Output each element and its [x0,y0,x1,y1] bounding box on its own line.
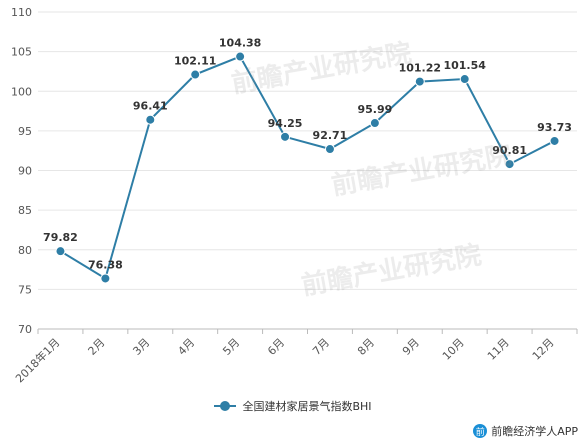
data-point [459,74,470,85]
x-tick-label: 3月 [130,336,152,358]
y-tick-label: 85 [18,204,32,217]
y-tick-label: 70 [18,323,32,336]
data-label: 101.54 [443,59,486,72]
data-label: 79.82 [43,231,78,244]
data-label: 101.22 [399,62,441,75]
series-line [59,55,555,280]
data-label: 94.25 [268,117,303,130]
app-logo-icon: 前 [473,424,488,438]
attribution: 前 前瞻经济学人APP [473,423,578,439]
data-point [414,76,425,87]
legend-label: 全国建材家居景气指数BHI [242,400,372,413]
x-tick-label: 11月 [485,336,512,363]
data-label: 76.38 [88,258,123,271]
data-label: 93.73 [537,121,572,134]
data-label: 95.99 [357,103,392,116]
y-tick-label: 80 [18,244,32,257]
data-point [549,135,560,146]
data-point [324,144,335,155]
data-point [280,131,291,142]
x-tick-label: 9月 [400,336,422,358]
x-tick-label: 7月 [310,336,332,358]
attribution-text: 前瞻经济学人APP [491,425,578,438]
data-point [190,69,201,80]
data-label: 92.71 [313,129,348,142]
data-point [145,114,156,125]
x-tick-label: 2月 [86,336,108,358]
data-point [369,118,380,129]
x-tick-label: 6月 [265,336,287,358]
x-tick-label: 4月 [175,336,197,358]
y-axis: 70 75 80 85 90 95 100 105 110 [11,6,32,336]
y-tick-label: 105 [11,46,32,59]
data-point [504,159,515,170]
x-axis: 2018年1月 2月 3月 4月 5月 6月 7月 8月 9月 10月 11月 12月 [12,329,578,385]
data-point [235,51,246,62]
grid [38,11,577,330]
x-tick-label: 5月 [220,336,242,358]
data-label: 96.41 [133,100,168,113]
y-tick-label: 75 [18,283,32,296]
y-tick-label: 95 [18,125,32,138]
data-label: 102.11 [174,55,216,68]
x-tick-label: 12月 [530,336,557,363]
legend-item[interactable]: 全国建材家居景气指数BHI [214,398,372,414]
x-tick-label: 8月 [355,336,377,358]
data-point [100,273,111,284]
legend-marker-icon [214,401,237,411]
x-tick-label: 10月 [440,336,467,363]
legend: 全国建材家居景气指数BHI [0,398,586,414]
data-point [55,246,66,257]
y-tick-label: 100 [11,85,32,98]
series-layer [55,51,560,284]
data-label: 104.38 [219,37,261,50]
x-tick-label: 2018年1月 [12,335,62,385]
data-label: 90.81 [492,144,527,157]
y-tick-label: 110 [11,6,32,19]
y-tick-label: 90 [18,165,32,178]
